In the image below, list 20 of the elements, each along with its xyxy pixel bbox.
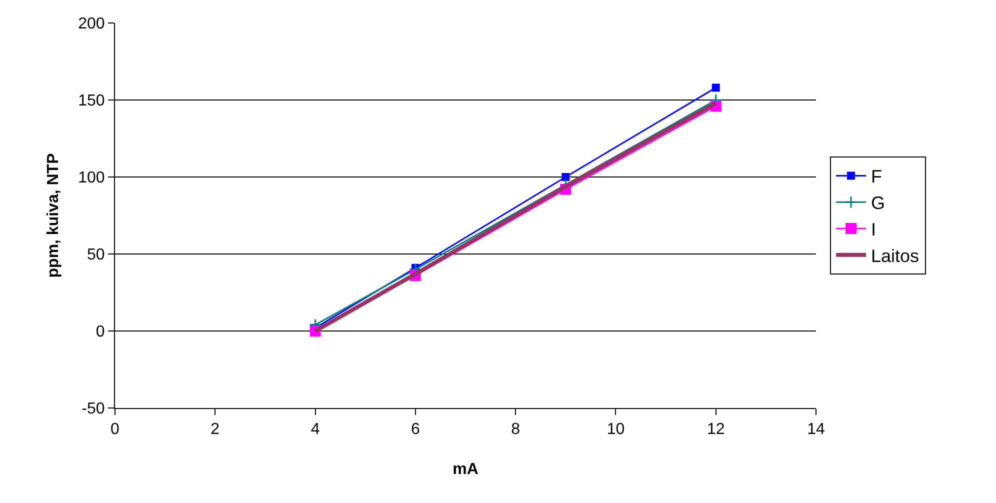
y-tick-label: 100 (78, 170, 105, 187)
legend-label: I (871, 220, 876, 240)
x-tick-label: 4 (310, 421, 320, 438)
x-tick-label: 8 (511, 421, 520, 438)
y-tick-label: 0 (96, 324, 105, 341)
y-tick-label: 150 (78, 92, 105, 110)
x-tick-label: 10 (606, 421, 625, 438)
x-tick-label: 12 (706, 421, 725, 438)
y-tick-label: 200 (78, 16, 105, 33)
x-tick-label: 14 (807, 421, 825, 438)
x-tick-label: 2 (210, 421, 220, 438)
y-tick-label: 50 (87, 246, 105, 264)
x-tick-label: 6 (410, 421, 420, 438)
legend-label: Laitos (871, 246, 920, 266)
x-axis-title: mA (452, 460, 479, 478)
y-axis-title: ppm, kuiva, NTP (44, 152, 62, 278)
legend-label: F (871, 166, 882, 187)
y-tick-label: -50 (82, 400, 105, 418)
legend-label: G (871, 193, 886, 214)
x-tick-label: 0 (110, 421, 120, 438)
